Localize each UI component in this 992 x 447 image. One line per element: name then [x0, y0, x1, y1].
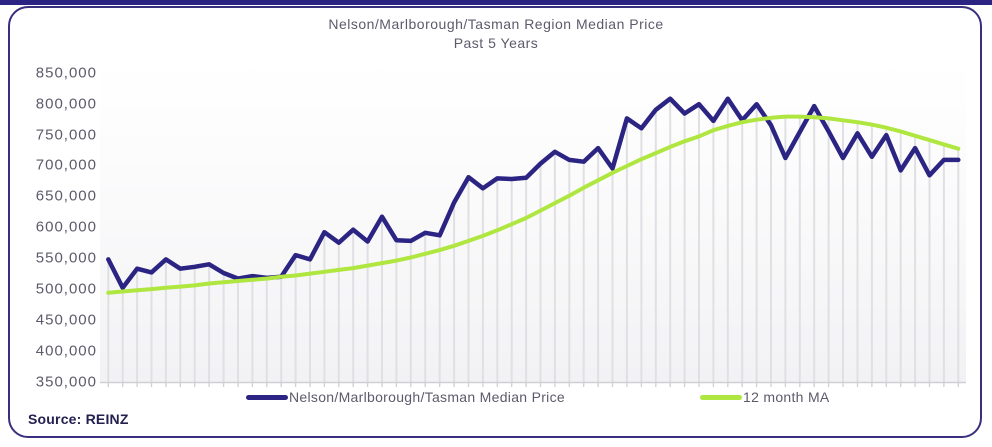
y-axis-label: 800,000: [35, 95, 97, 113]
legend-label-median-price: Nelson/Marlborough/Tasman Median Price: [289, 389, 565, 405]
y-axis-label: 500,000: [35, 280, 97, 298]
chart-subtitle: Past 5 Years: [453, 35, 539, 51]
legend-item-12-month-ma: 12 month MA: [700, 389, 830, 405]
y-axis-label: 650,000: [35, 187, 97, 205]
y-axis-label: 350,000: [35, 373, 97, 391]
y-axis-label: 550,000: [35, 249, 97, 267]
y-axis-label: 400,000: [35, 342, 97, 360]
y-axis-label: 700,000: [35, 156, 97, 174]
y-axis-label: 850,000: [35, 64, 97, 82]
chart-title: Nelson/Marlborough/Tasman Region Median …: [328, 16, 664, 32]
y-axis-label: 600,000: [35, 218, 97, 236]
top-accent-bar: [0, 0, 992, 5]
source-note: Source: REINZ: [28, 411, 129, 427]
legend-item-median-price: Nelson/Marlborough/Tasman Median Price: [246, 389, 565, 405]
median-price-line-swatch: [246, 394, 288, 400]
y-axis-label: 450,000: [35, 311, 97, 329]
ma-line-swatch: [700, 394, 742, 400]
y-axis-label: 750,000: [35, 126, 97, 143]
legend-label-12-month-ma: 12 month MA: [743, 389, 830, 405]
